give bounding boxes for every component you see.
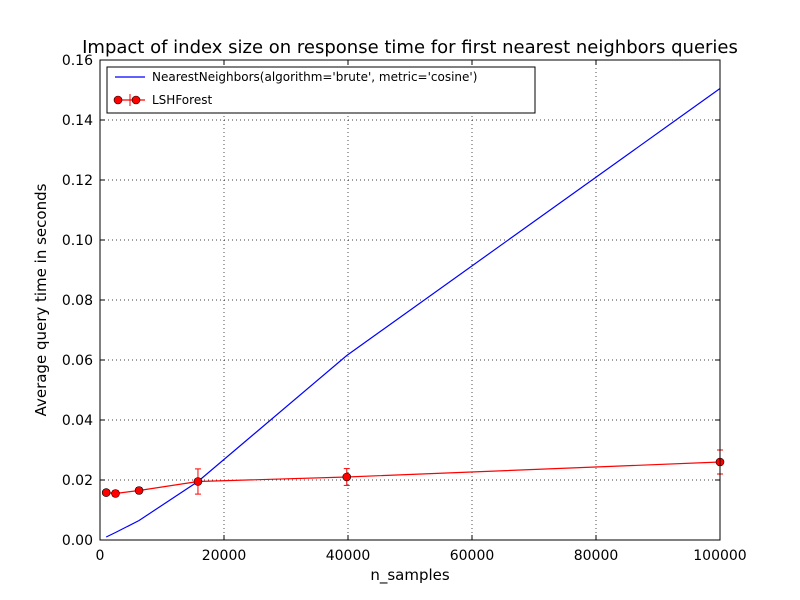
- y-tick-label: 0.02: [62, 473, 93, 489]
- y-tick-label: 0.06: [62, 353, 93, 369]
- data-point: [134, 486, 144, 495]
- series-lshforest: [101, 449, 725, 498]
- x-tick-label: 80000: [574, 548, 619, 564]
- x-tick-label: 100000: [693, 548, 746, 564]
- chart-title: Impact of index size on response time fo…: [82, 37, 738, 58]
- x-tick-label: 40000: [326, 548, 371, 564]
- data-point: [101, 488, 111, 497]
- series-line-nearest-neighbors: [105, 88, 721, 538]
- series-layer: [101, 88, 725, 538]
- legend-box: [106, 66, 536, 114]
- legend-marker-lshforest-2: [131, 95, 141, 105]
- x-tick-label: 60000: [450, 548, 495, 564]
- legend-marker-lshforest-1: [113, 95, 123, 105]
- y-axis-label: Average query time in seconds: [32, 183, 50, 416]
- legend-label-lshforest: LSHForest: [152, 93, 212, 107]
- ticks: 0 20000 40000 60000 80000 100000 0.00 0.02 0.04 0…: [62, 53, 747, 564]
- legend: NearestNeighbors(algorithm='brute', metr…: [106, 66, 536, 114]
- data-point: [342, 472, 352, 482]
- data-point: [111, 489, 120, 498]
- x-axis-label: n_samples: [370, 566, 450, 585]
- x-tick-label: 20000: [202, 548, 247, 564]
- y-tick-label: 0.04: [62, 413, 93, 429]
- legend-label-nearest-neighbors: NearestNeighbors(algorithm='brute', metr…: [152, 70, 477, 84]
- y-tick-label: 0.12: [62, 173, 93, 189]
- data-point: [193, 477, 203, 486]
- y-tick-label: 0.16: [62, 53, 93, 69]
- series-nearest-neighbors: [105, 88, 721, 538]
- y-tick-label: 0.00: [62, 533, 93, 549]
- y-tick-label: 0.10: [62, 233, 93, 249]
- y-tick-label: 0.14: [62, 113, 93, 129]
- x-tick-label: 0: [96, 548, 105, 564]
- y-tick-label: 0.08: [62, 293, 93, 309]
